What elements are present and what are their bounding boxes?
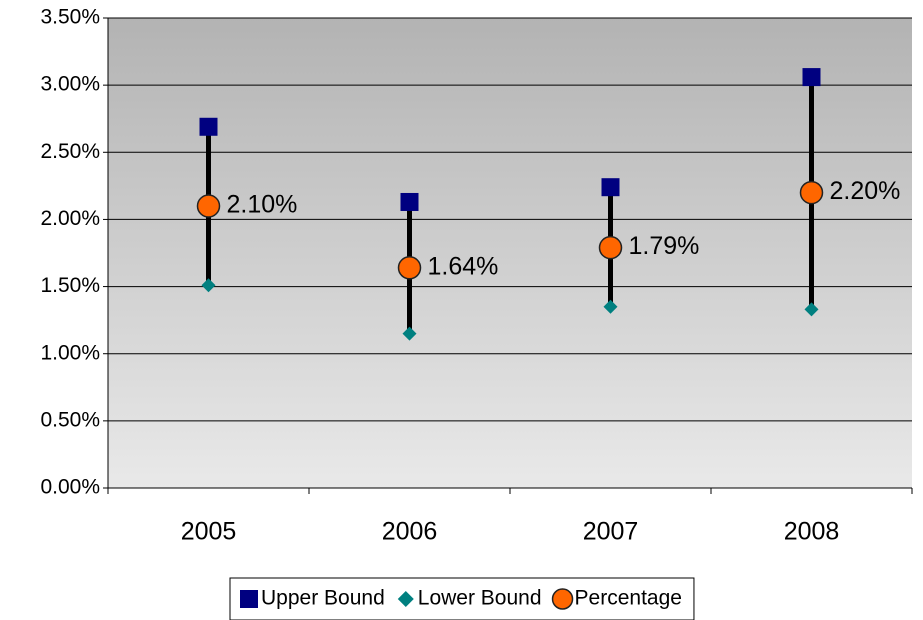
marker-circle [397,256,422,280]
y-tick-label: 1.50% [40,274,100,297]
y-tick-label: 0.00% [40,476,100,499]
y-tick-label: 2.00% [40,207,100,230]
marker-diamond [402,326,417,341]
plot-area [108,18,912,488]
y-tick-label: 3.50% [40,6,100,29]
x-tick-label: 2008 [784,518,840,546]
y-tick-label: 3.00% [40,73,100,96]
x-tick-label: 2005 [181,518,237,546]
legend-label: Upper Bound [261,587,385,610]
legend-label: Lower Bound [418,587,542,610]
x-tick-label: 2006 [382,518,438,546]
marker-diamond [201,278,216,293]
data-label: 1.64% [428,252,499,280]
marker-square [400,192,419,211]
marker-square [802,68,821,87]
marker-diamond [804,302,819,317]
marker-circle [551,588,574,610]
marker-square [601,178,620,197]
marker-circle [196,194,221,218]
marker-square [240,590,258,608]
data-label: 1.79% [629,232,700,260]
legend-label: Percentage [575,587,682,610]
data-label: 2.20% [830,177,901,205]
legend-box [229,577,695,620]
x-tick-label: 2007 [583,518,639,546]
y-tick-label: 2.50% [40,140,100,163]
y-tick-label: 0.50% [40,408,100,431]
marker-circle [799,180,824,205]
marker-diamond [603,299,618,314]
y-tick-label: 1.00% [40,341,100,364]
marker-diamond [397,591,414,607]
marker-circle [598,235,623,260]
marker-square [199,117,218,136]
data-label: 2.10% [227,191,298,219]
legend: Upper Bound Lower Bound Percentage [229,577,695,620]
